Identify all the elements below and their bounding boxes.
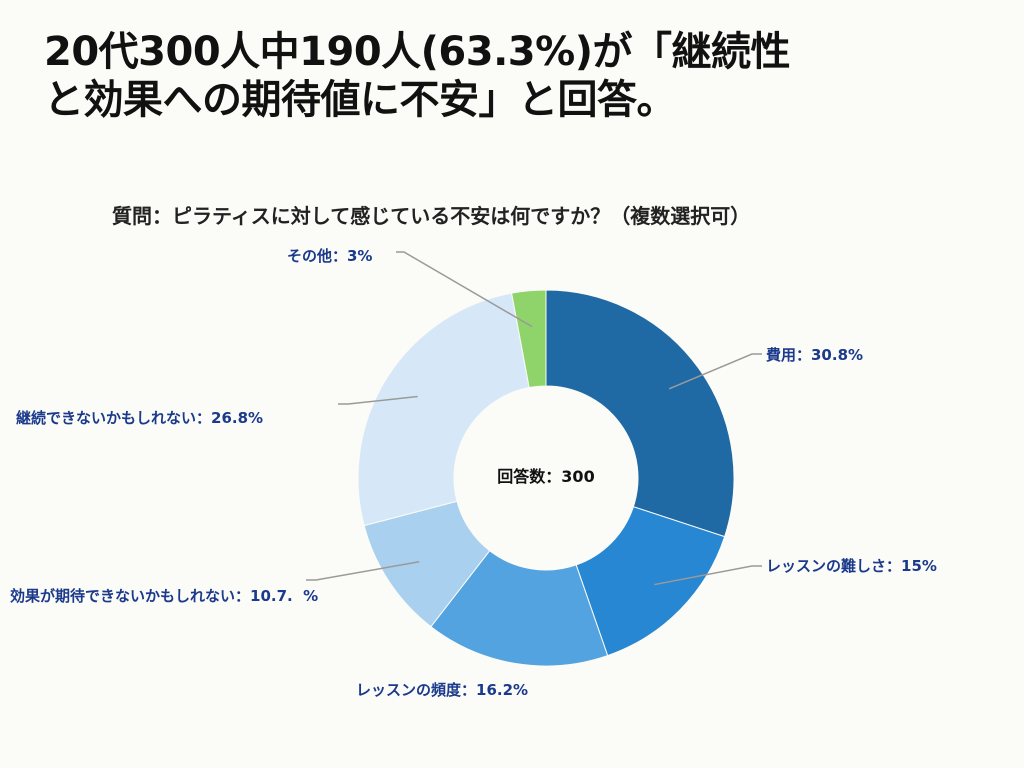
chart-title: 質問：ピラティスに対して感じている不安は何ですか？（複数選択可） [112,204,751,228]
headline-line-1: 20代300人中190人(63.3%)が「継続性 [44,29,791,75]
leader-line [654,565,762,586]
slice-label: 継続できないかもしれない：26.8% [16,409,263,427]
slice-label: 費用：30.8% [766,346,863,364]
leader-line [396,251,533,328]
slice-labels: 費用：30.8% レッスンの難しさ：15% レッスンの頻度：16.2% 効果が期待でき… [10,247,937,699]
donut-slices [357,289,735,667]
center-label: 回答数：300 [497,467,594,486]
slice-label: レッスンの頻度：16.2% [356,681,528,699]
slice-label: その他：3% [287,247,372,265]
headline: 20代300人中190人(63.3%)が「継続性 と効果への期待値に不安」と回答… [44,28,1004,124]
donut-slice [575,506,726,657]
slice-label: レッスンの難しさ：15% [766,557,937,575]
leader-line [306,561,420,581]
headline-line-2: と効果への期待値に不安」と回答。 [44,77,677,123]
donut-slice [357,292,530,527]
donut-slice [545,289,735,538]
donut-slice [430,550,609,667]
slice-label: 効果が期待できないかもしれない：10.7. % [10,587,318,605]
donut-slice [511,289,547,389]
leader-line [338,395,418,405]
leader-line [668,353,762,390]
leader-lines [306,251,762,586]
